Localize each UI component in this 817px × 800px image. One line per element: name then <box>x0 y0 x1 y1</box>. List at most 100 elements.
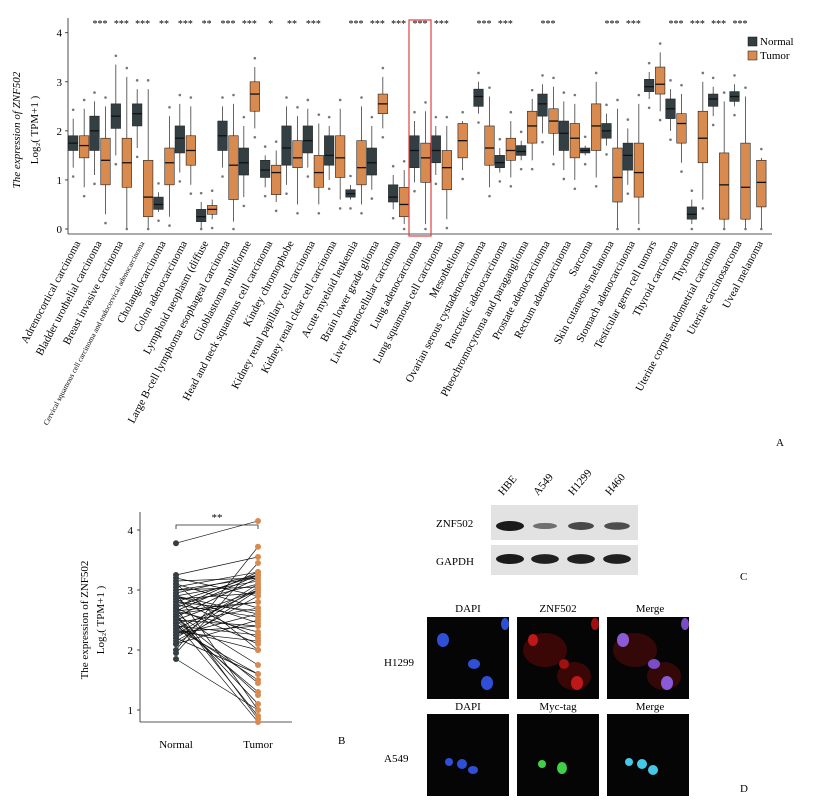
box-tumor <box>271 140 282 213</box>
outlier-point <box>488 86 491 89</box>
panel-a-boxes <box>68 42 767 231</box>
box <box>164 147 175 186</box>
significance-mark: *** <box>477 19 492 30</box>
significance-bracket <box>175 524 259 529</box>
normal-point <box>173 587 179 593</box>
outlier-point <box>125 66 129 70</box>
image-a549-merge <box>607 714 689 796</box>
nucleus <box>437 633 449 647</box>
outlier-point <box>221 96 224 99</box>
box <box>302 125 313 154</box>
box <box>79 135 90 159</box>
outlier-point <box>317 113 321 116</box>
outlier-point <box>434 182 438 186</box>
outlier-point <box>680 170 683 173</box>
box-tumor <box>121 66 132 231</box>
tumor-point <box>255 662 261 668</box>
box-normal <box>110 54 121 166</box>
pair-line <box>175 631 259 642</box>
blot-band <box>531 554 559 564</box>
nucleus <box>481 676 493 690</box>
lane-label-a549: A549 <box>531 471 556 498</box>
box-normal <box>324 115 335 191</box>
box-tumor <box>548 76 559 166</box>
outlier-point <box>562 91 566 94</box>
outlier-point <box>637 93 641 97</box>
pair-line <box>175 546 259 651</box>
significance-mark: ** <box>202 19 212 30</box>
outlier-point <box>530 88 534 92</box>
box-tumor <box>457 110 468 181</box>
box <box>89 115 100 151</box>
outlier-point <box>327 115 331 119</box>
outlier-point <box>701 71 705 75</box>
box <box>356 140 367 186</box>
cell-stain <box>557 762 567 774</box>
box <box>366 147 377 176</box>
highlight-box <box>408 19 432 237</box>
box-tumor <box>185 96 196 195</box>
outlier-point <box>445 115 449 119</box>
box-tumor <box>79 98 90 198</box>
pair-line <box>175 619 259 627</box>
box-normal <box>665 79 676 141</box>
box-normal <box>89 91 100 186</box>
tumor-point <box>255 578 261 584</box>
outlier-point <box>242 204 246 208</box>
box-tumor <box>633 93 644 231</box>
outlier-point <box>647 61 651 65</box>
box <box>484 125 495 166</box>
nucleus <box>637 759 647 769</box>
significance-mark: *** <box>711 19 726 30</box>
box <box>612 147 623 203</box>
outlier-point <box>498 180 502 183</box>
box-tumor <box>484 86 495 198</box>
outlier-point <box>157 182 160 185</box>
box <box>260 160 271 178</box>
outlier-point <box>306 98 310 102</box>
outlier-point <box>125 227 129 231</box>
blot-band <box>567 554 595 564</box>
outlier-point <box>616 98 619 102</box>
significance-mark: *** <box>114 19 129 30</box>
nucleus <box>681 618 689 630</box>
nucleus <box>457 759 467 769</box>
outlier-point <box>690 227 694 231</box>
tumor-point <box>255 587 261 593</box>
box <box>644 79 655 92</box>
pair-line <box>175 622 259 723</box>
outlier-point <box>327 187 331 191</box>
box-tumor <box>612 98 623 231</box>
panel-a-y-label-line1: The expression of ZNF502 <box>11 71 23 188</box>
box <box>292 140 303 168</box>
outlier-point <box>146 79 150 82</box>
outlier-point <box>189 96 193 99</box>
outlier-point <box>402 227 406 231</box>
normal-point <box>173 593 179 599</box>
box-normal <box>708 76 719 127</box>
box <box>388 184 399 203</box>
box <box>132 103 143 127</box>
outlier-point <box>296 106 299 109</box>
d-row-label-h1299: H1299 <box>384 657 414 669</box>
legend-normal-label: Normal <box>760 36 794 48</box>
cell-stain <box>571 676 583 690</box>
pair-line <box>175 520 259 544</box>
box-normal <box>537 74 548 144</box>
box-normal <box>238 115 249 208</box>
blot-band <box>604 522 630 530</box>
outlier-point <box>477 71 480 75</box>
box <box>399 186 410 218</box>
pair-line <box>175 592 259 600</box>
panel-b-points <box>173 518 261 725</box>
nucleus <box>445 758 453 766</box>
outlier-point <box>317 211 321 215</box>
outlier-point <box>477 121 480 124</box>
panel-a-boxplot: 0 1 2 3 4 The expression of ZNF502 Log₂( TPM… <box>11 18 794 449</box>
pair-line <box>175 604 259 618</box>
panel-b-letter: B <box>338 735 345 747</box>
pair-line <box>175 577 259 618</box>
box-normal <box>132 79 143 159</box>
panel-b-significance: ** <box>212 512 223 524</box>
